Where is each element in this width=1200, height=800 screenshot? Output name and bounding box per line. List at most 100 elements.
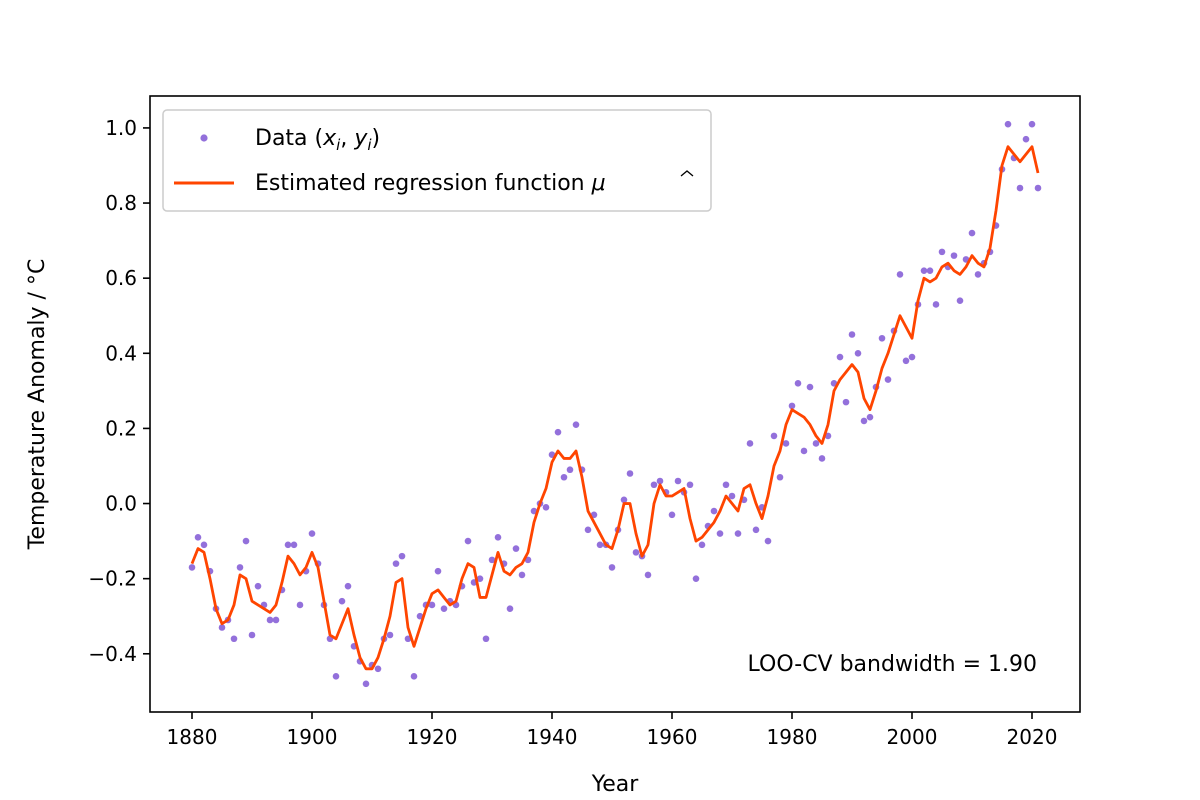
data-point — [194, 534, 202, 541]
legend-scatter-y: y — [353, 126, 368, 151]
data-point — [806, 383, 814, 391]
data-point — [920, 267, 928, 274]
data-point — [956, 297, 964, 305]
data-point — [854, 349, 862, 357]
data-point — [200, 541, 208, 549]
data-point — [842, 398, 850, 406]
data-point — [1004, 120, 1012, 128]
legend-scatter-x: x — [322, 126, 337, 151]
data-point — [860, 417, 868, 425]
data-point — [188, 564, 196, 571]
legend-scatter-suffix: ) — [372, 126, 381, 151]
axis-ticks: 1880 1900 1920 1940 1960 1980 2000 2020 −0.4 −0.2… — [88, 116, 1057, 749]
data-point — [266, 616, 274, 624]
data-point — [230, 635, 238, 643]
data-point — [248, 631, 256, 639]
data-point — [650, 481, 658, 489]
data-point — [632, 549, 640, 556]
y-tick-label: 0.6 — [105, 266, 137, 290]
data-point — [572, 421, 580, 428]
data-point — [722, 481, 730, 489]
data-point — [410, 673, 418, 680]
data-point — [710, 507, 718, 515]
data-point — [272, 616, 280, 624]
y-tick-label: 1.0 — [105, 116, 137, 140]
data-point — [1028, 120, 1036, 128]
data-point — [554, 428, 562, 436]
data-point — [950, 252, 958, 259]
data-point — [308, 530, 316, 537]
data-point — [1034, 184, 1042, 192]
data-point — [746, 440, 754, 447]
data-point — [398, 552, 406, 560]
data-point — [464, 537, 472, 545]
x-tick-label: 2000 — [887, 725, 938, 749]
data-point — [284, 541, 292, 549]
data-point — [218, 624, 226, 631]
x-tick-label: 1900 — [287, 725, 338, 749]
data-point — [764, 537, 772, 545]
legend-scatter-marker — [200, 134, 208, 142]
plot-area — [188, 120, 1042, 688]
data-point — [878, 334, 886, 342]
data-point — [656, 477, 664, 485]
legend-box — [162, 109, 712, 212]
data-point — [482, 635, 490, 643]
x-tick-label: 1980 — [767, 725, 818, 749]
y-tick-label: 0.0 — [105, 492, 137, 516]
data-point — [698, 541, 706, 549]
data-point — [866, 413, 874, 421]
data-point — [716, 530, 724, 537]
bandwidth-annotation: LOO-CV bandwidth = 1.90 — [748, 652, 1037, 677]
y-tick-label: 0.4 — [105, 341, 137, 365]
y-tick-label: −0.4 — [88, 642, 137, 666]
x-tick-label: 1960 — [647, 725, 698, 749]
data-point — [686, 481, 694, 489]
x-tick-label: 1920 — [407, 725, 458, 749]
data-point — [434, 567, 442, 575]
legend-line-label: Estimated regression function μ — [255, 171, 606, 196]
data-point — [374, 665, 382, 673]
data-point — [848, 331, 856, 338]
data-point — [752, 526, 760, 534]
data-point — [494, 534, 502, 541]
legend-scatter-prefix: Data ( — [255, 126, 323, 151]
y-tick-label: −0.2 — [88, 567, 137, 591]
data-point — [476, 575, 484, 582]
data-point — [776, 473, 784, 481]
data-point — [596, 541, 604, 549]
y-tick-label: 0.2 — [105, 416, 137, 440]
legend-scatter-sub1: i — [336, 136, 341, 154]
data-point — [674, 477, 682, 485]
data-point — [818, 455, 826, 462]
data-point — [770, 432, 778, 440]
data-point — [290, 541, 298, 549]
data-point — [254, 582, 262, 590]
data-point — [392, 560, 400, 567]
data-point — [488, 556, 496, 564]
legend-mu-hat — [680, 170, 694, 177]
data-point — [236, 564, 244, 571]
data-point — [1022, 135, 1030, 143]
legend: Data (xi, yi) Estimated regression funct… — [162, 109, 712, 212]
data-point — [440, 605, 448, 613]
data-point — [968, 229, 976, 237]
x-tick-label: 1880 — [167, 725, 218, 749]
data-point — [812, 440, 820, 447]
data-point — [560, 473, 568, 481]
data-point — [428, 601, 436, 609]
data-point — [626, 470, 634, 477]
regression-line — [190, 145, 1040, 671]
data-point — [734, 530, 742, 537]
data-point — [932, 301, 940, 308]
data-point — [800, 447, 808, 455]
legend-scatter-label: Data (xi, yi) — [255, 126, 380, 154]
data-point — [518, 571, 526, 579]
data-point — [884, 376, 892, 383]
data-point — [908, 353, 916, 361]
data-point — [566, 466, 574, 474]
data-point — [728, 492, 736, 500]
data-point — [344, 582, 352, 590]
data-point — [296, 601, 304, 609]
